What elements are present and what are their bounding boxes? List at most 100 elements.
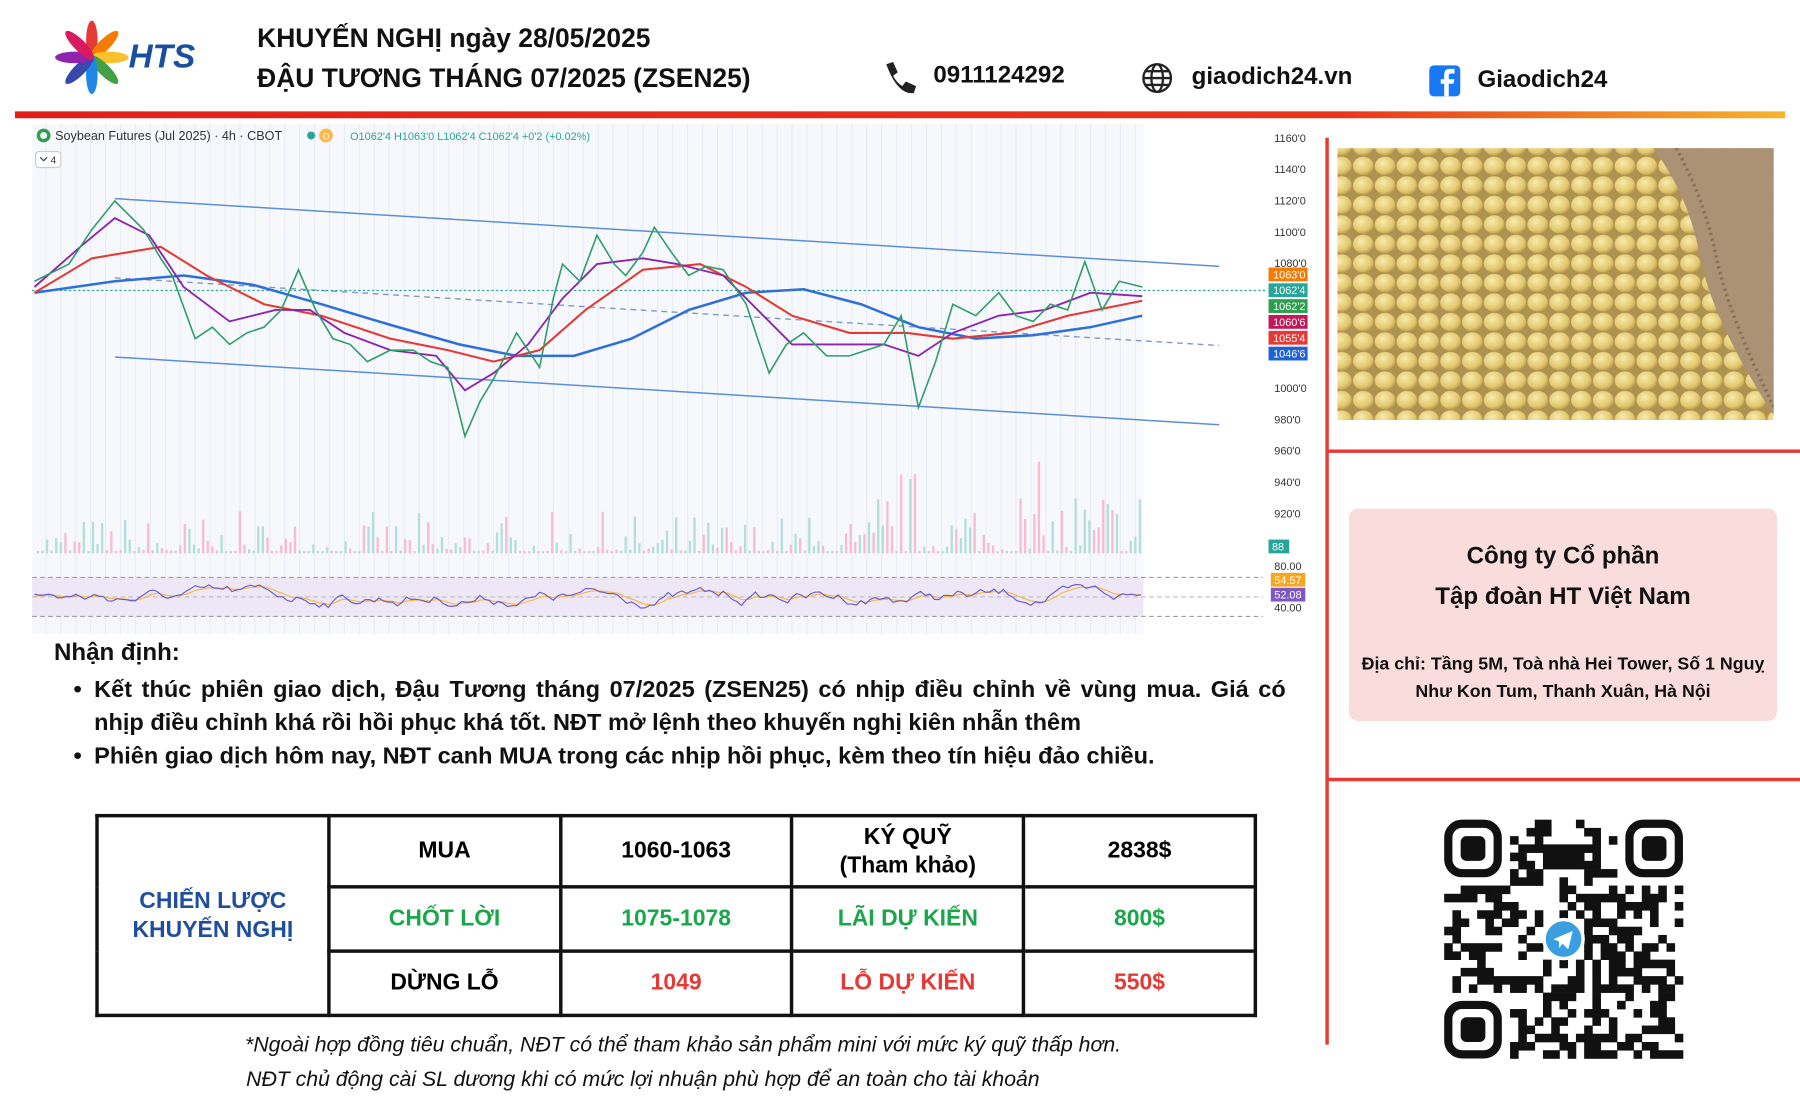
qr-cell <box>1658 1000 1667 1010</box>
logo-text: HTS <box>128 39 196 76</box>
volume-bar <box>922 546 926 554</box>
qr-cell <box>1650 1025 1659 1035</box>
price-tag <box>1268 315 1308 329</box>
volume-bar <box>1042 535 1045 554</box>
qr-cell <box>1584 943 1593 952</box>
volume-bar <box>91 521 95 554</box>
qr-cell <box>1592 893 1601 903</box>
qr-finder <box>1625 819 1683 878</box>
volume-bar <box>1065 546 1068 554</box>
qr-cell <box>1510 836 1519 845</box>
analysis-item: • Kết thúc phiên giao dịch, Đậu Tương thá… <box>73 676 1286 736</box>
qr-cell <box>1452 934 1461 944</box>
qr-cell <box>1625 1041 1634 1051</box>
qr-cell <box>1666 1025 1676 1035</box>
qr-cell <box>1559 910 1569 919</box>
qr-cell <box>1526 827 1536 837</box>
qr-cell <box>1510 1009 1519 1018</box>
qr-cell <box>1477 885 1486 895</box>
volume-bar <box>518 551 522 554</box>
volume-bar <box>730 542 733 554</box>
volume-bar <box>766 550 770 554</box>
volume-bar <box>1060 510 1064 554</box>
volume-bar <box>863 534 866 554</box>
price-label: 1000'0 <box>1274 383 1306 395</box>
qr-cell <box>1559 893 1569 903</box>
volume-bar <box>215 550 219 554</box>
qr-cell <box>1534 943 1544 952</box>
volume-bar <box>615 549 618 554</box>
company-address: Địa chỉ: Tầng 5M, Toà nhà Hei Tower, Số … <box>1361 654 1765 702</box>
chart-badge: D <box>323 131 330 141</box>
volume-bar <box>202 519 205 554</box>
qr-cell <box>1617 893 1626 903</box>
volume-bar <box>826 551 829 554</box>
volume-bar <box>307 551 310 554</box>
volume-bar <box>629 549 632 554</box>
volume-bar <box>757 550 760 554</box>
qr-cell <box>1650 902 1659 911</box>
qr-cell <box>1559 885 1569 895</box>
qr-cell <box>1617 934 1626 944</box>
qr-cell <box>1567 976 1577 985</box>
qr-finder <box>1444 819 1502 878</box>
qr-cell <box>1584 918 1593 928</box>
volume-bar <box>408 539 411 554</box>
qr-cell <box>1542 1000 1552 1010</box>
qr-cell <box>1501 918 1511 928</box>
volume-bar <box>532 545 535 554</box>
volume-bar <box>679 550 682 554</box>
qr-cell <box>1567 992 1577 1002</box>
qr-cell <box>1559 877 1569 886</box>
qr-cell <box>1641 951 1651 960</box>
volume-bar <box>661 539 664 554</box>
qr-cell <box>1608 984 1618 993</box>
volume-bar <box>1129 540 1132 554</box>
volume-bar <box>748 550 751 554</box>
qr-cell <box>1567 860 1577 870</box>
volume-bar <box>326 546 329 554</box>
qr-cell <box>1658 1050 1667 1059</box>
qr-cell <box>1559 844 1569 853</box>
qr-cell <box>1600 984 1610 993</box>
website: giaodich24.vn <box>1191 63 1353 90</box>
qr-cell <box>1452 910 1461 919</box>
volume-bar <box>831 550 834 554</box>
qr-cell <box>1567 1041 1577 1051</box>
rsi-tag <box>1270 572 1306 587</box>
volume-bar <box>968 527 972 554</box>
qr-cell <box>1526 926 1536 936</box>
qr-cell <box>1534 1033 1544 1043</box>
qr-cell <box>1575 819 1585 829</box>
qr-cell <box>1592 1009 1601 1018</box>
qr-code <box>1444 819 1684 1059</box>
qr-cell <box>1617 967 1626 977</box>
qr-cell <box>1650 893 1659 903</box>
volume-bar <box>303 551 306 554</box>
volume-bar <box>555 542 558 554</box>
volume-bar <box>647 548 650 554</box>
logo-icon <box>55 20 129 95</box>
cell: LÃI DỰ KIẾN <box>790 885 1026 953</box>
qr-cell <box>1608 951 1618 960</box>
volume-bar <box>918 550 921 554</box>
qr-cell <box>1510 918 1519 928</box>
volume-bar <box>413 550 416 554</box>
volume-bar <box>137 547 141 554</box>
volume-bar <box>601 511 604 554</box>
qr-cell <box>1617 951 1626 960</box>
volume-bar <box>261 526 265 554</box>
price-tag-label: 1060'6 <box>1273 317 1305 329</box>
volume-bar <box>583 550 586 554</box>
volume-bar <box>872 532 875 554</box>
qr-cell <box>1559 1017 1569 1026</box>
volume-bar <box>179 545 182 554</box>
volume-bar <box>339 551 343 554</box>
qr-cell <box>1542 827 1552 837</box>
qr-cell <box>1633 951 1643 960</box>
qr-cell <box>1625 1033 1634 1043</box>
volume-bar <box>881 525 884 554</box>
qr-cell <box>1641 1025 1651 1035</box>
volume-bar <box>812 546 816 554</box>
qr-cell <box>1592 1041 1601 1051</box>
